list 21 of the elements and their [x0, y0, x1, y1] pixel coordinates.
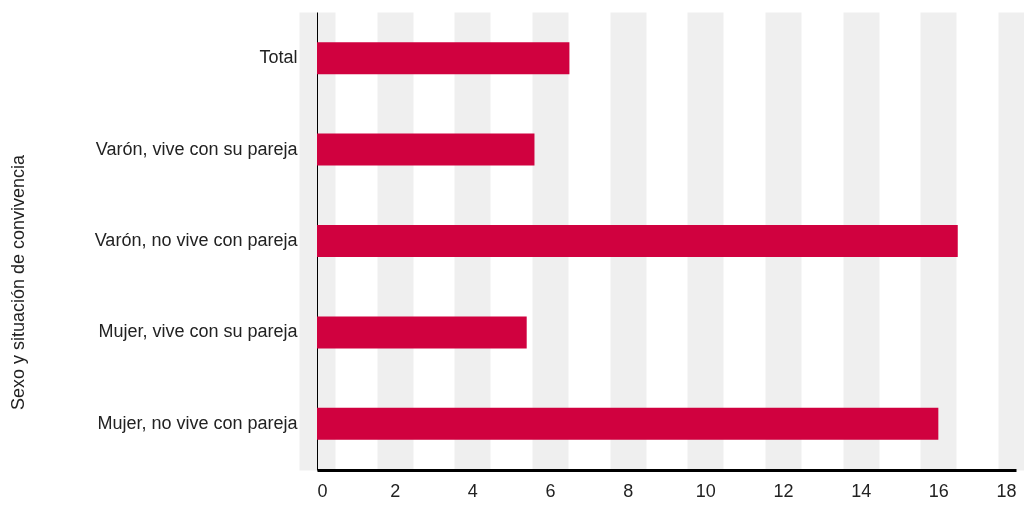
- x-tick-label: 14: [851, 480, 872, 501]
- y-tick-label: Varón, vive con su pareja: [95, 138, 299, 159]
- bar: [317, 133, 535, 166]
- bar: [317, 407, 939, 440]
- x-tick-label: 10: [695, 480, 716, 501]
- x-tick-label: 12: [773, 480, 794, 501]
- x-tick-label: 16: [928, 480, 949, 501]
- bar: [317, 225, 958, 257]
- bar: [317, 316, 527, 349]
- y-tick-label: Mujer, no vive con pareja: [97, 412, 299, 433]
- y-tick-label: Total: [259, 47, 298, 68]
- bar: [317, 42, 570, 75]
- x-tick-label: 0: [317, 480, 328, 501]
- x-tick-label: 8: [623, 480, 634, 501]
- x-tick-label: 18: [996, 480, 1017, 501]
- x-tick-label: 4: [467, 480, 478, 501]
- y-axis-title: Sexo y situación de convivencia: [7, 153, 28, 411]
- x-tick-label: 6: [545, 480, 556, 501]
- y-tick-label: Mujer, vive con su pareja: [98, 321, 299, 342]
- x-tick-label: 2: [390, 480, 401, 501]
- y-tick-label: Varón, no vive con pareja: [94, 230, 299, 250]
